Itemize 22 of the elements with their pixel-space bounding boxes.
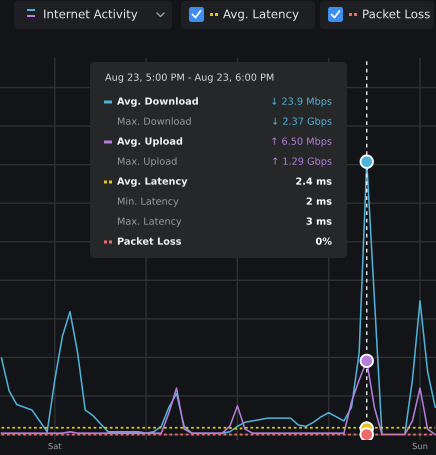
- chart-title: Internet Activity: [44, 9, 138, 21]
- text: Packet Loss: [363, 9, 430, 18]
- text: Avg. Latency: [223, 10, 299, 21]
- text: ↓ 2.37 Gbps: [273, 117, 332, 127]
- legend-label: Avg. Latency: [117, 178, 188, 187]
- annotation: ↑ 1.29 Gbps: [273, 157, 332, 167]
- annotation: 0%: [316, 237, 332, 245]
- legend-label: Avg. Download: [117, 97, 198, 107]
- text: ↓ 23.9 Mbps: [272, 97, 332, 107]
- x-tick-label: Sat: [48, 442, 62, 450]
- legend-title: Aug 23, 5:00 PM - Aug 23, 6:00 PM: [105, 73, 274, 83]
- annotation: 2.4 ms: [296, 177, 332, 185]
- text: ↑ 6.50 Mbps: [272, 137, 332, 147]
- legend-label: Avg. Upload: [117, 137, 182, 147]
- text: Max. Download: [118, 117, 191, 125]
- annotation: Max. Upload: [118, 157, 176, 167]
- annotation: Min. Latency: [118, 197, 179, 207]
- annotation: 3 ms: [306, 217, 332, 225]
- annotation: 2 ms: [306, 197, 332, 205]
- x-tick-label: Sun: [412, 442, 428, 450]
- legend-label: Packet Loss: [118, 237, 182, 245]
- annotation: Max. Latency: [118, 218, 182, 227]
